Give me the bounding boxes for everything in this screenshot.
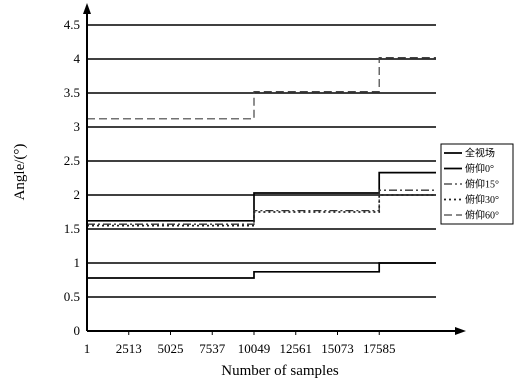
x-tick-labels: 1 2513 5025 7537 10049 12561 15073 17585: [84, 331, 396, 356]
legend-label-2: 俯仰15°: [465, 178, 499, 191]
y-tick-label-4: 2: [74, 187, 81, 202]
legend-label-1: 俯仰0°: [465, 162, 494, 175]
y-tick-label-0: 0: [74, 323, 81, 338]
series-lines: [87, 56, 436, 279]
x-tick-label-4: 10049: [238, 341, 271, 356]
y-tick-labels: 0 0.5 1 1.5 2 2.5 3 3.5 4 4.5: [64, 17, 81, 338]
x-tick-label-7: 17585: [363, 341, 396, 356]
series-line-4: [87, 56, 436, 120]
series-line-2: [87, 189, 436, 225]
grid-lines: [87, 24, 436, 298]
y-axis-label: Angle/(°): [12, 144, 28, 201]
x-tick-label-0: 1: [84, 341, 91, 356]
series-line-0: [87, 262, 436, 279]
x-tick-label-6: 15073: [321, 341, 354, 356]
y-tick-label-9: 4.5: [64, 17, 80, 32]
y-axis-arrow: [83, 3, 91, 14]
x-tick-label-3: 7537: [199, 341, 226, 356]
x-tick-label-2: 5025: [157, 341, 183, 356]
x-axis-arrow: [455, 327, 466, 335]
legend-box: [440, 143, 514, 225]
x-axis-label: Number of samples: [221, 363, 339, 379]
y-tick-label-1: 0.5: [64, 289, 80, 304]
series-line-1: [87, 171, 436, 222]
x-tick-label-5: 12561: [279, 341, 312, 356]
y-tick-label-3: 1.5: [64, 221, 80, 236]
y-tick-label-2: 1: [74, 255, 81, 270]
legend-label-3: 俯仰30°: [465, 193, 499, 206]
axes: [83, 3, 466, 335]
x-tick-label-1: 2513: [116, 341, 142, 356]
y-tick-label-8: 4: [74, 51, 81, 66]
legend-label-4: 俯仰60°: [465, 209, 499, 222]
y-tick-label-6: 3: [74, 119, 81, 134]
legend-label-0: 全视场: [465, 147, 495, 160]
y-tick-label-7: 3.5: [64, 85, 80, 100]
y-tick-label-5: 2.5: [64, 153, 80, 168]
